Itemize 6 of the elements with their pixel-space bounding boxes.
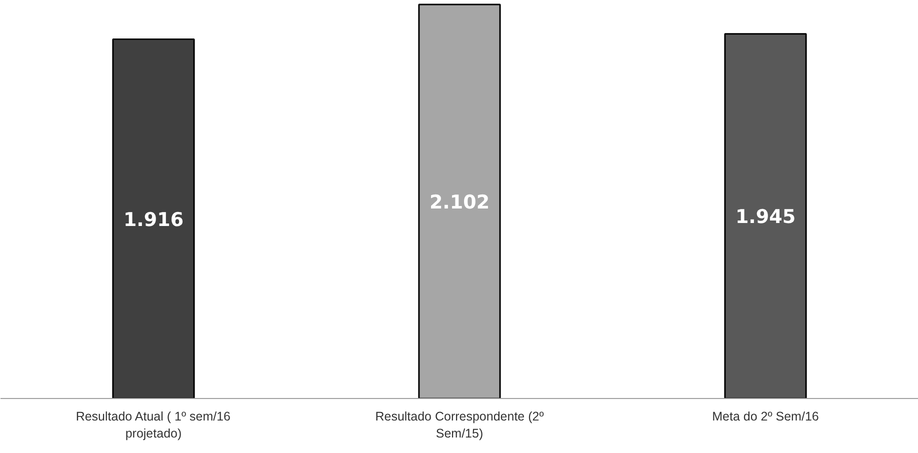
x-tick-label: Resultado Atual ( 1º sem/16 projetado) [76, 410, 231, 440]
x-tick-label: Meta do 2º Sem/16 [712, 410, 819, 424]
x-tick-label: Resultado Correspondente (2º Sem/15) [375, 410, 544, 440]
data-label: 1.945 [735, 206, 796, 228]
data-label: 1.916 [123, 208, 184, 231]
data-label: 2.102 [429, 191, 490, 214]
